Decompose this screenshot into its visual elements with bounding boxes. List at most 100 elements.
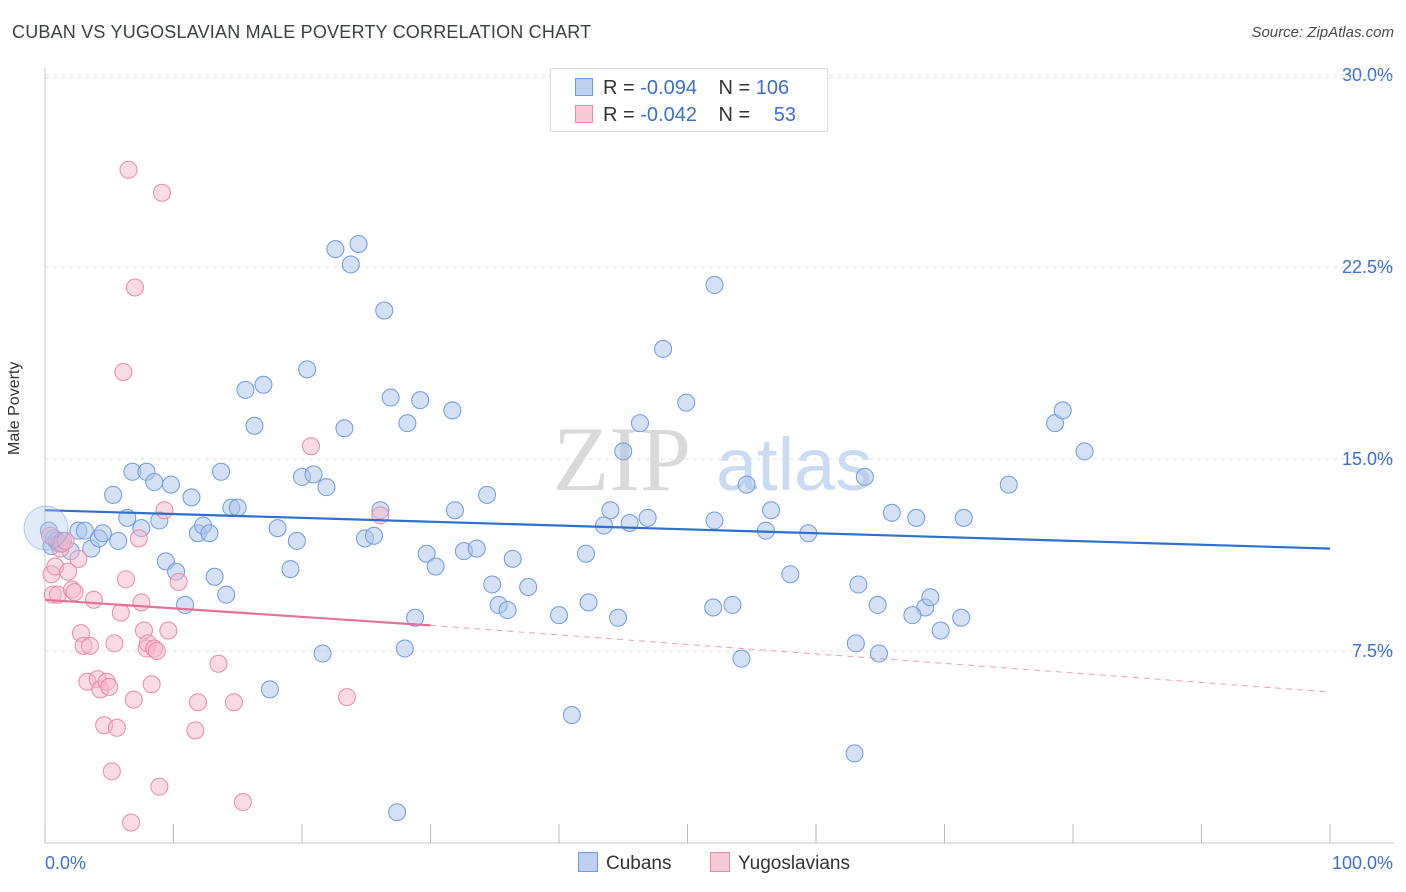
cubans-point xyxy=(326,240,345,259)
cubans-point xyxy=(614,442,633,461)
cubans-point xyxy=(952,608,971,627)
cubans-point xyxy=(931,621,950,640)
cubans-point xyxy=(630,414,649,433)
yugoslavians-point xyxy=(65,583,84,602)
cubans-point xyxy=(723,595,742,614)
legend-n-value-cubans: 106 xyxy=(755,77,790,99)
cubans-point xyxy=(145,473,164,492)
yugoslavians-point xyxy=(155,501,174,520)
cubans-point xyxy=(268,519,287,538)
yugoslavians-point xyxy=(152,183,171,202)
bottom-legend-label-cubans: Cubans xyxy=(606,853,672,874)
cubans-point xyxy=(109,531,128,550)
yugoslavians-point xyxy=(159,621,178,640)
x-tick-label-min: 0.0% xyxy=(45,853,86,873)
y-tick-label: 15.0% xyxy=(1342,449,1393,469)
cubans-point xyxy=(236,380,255,399)
cubans-point xyxy=(200,524,219,543)
cubans-point xyxy=(381,388,400,407)
x-tick-label-max: 100.0% xyxy=(1332,853,1393,873)
y-tick-label: 7.5% xyxy=(1352,641,1393,661)
cubans-point xyxy=(245,416,264,435)
legend-r-value-cubans: -0.094 xyxy=(640,77,697,99)
bottom-legend-yugoslavians: Yugoslavians xyxy=(710,852,850,875)
yugoslavians-trend-extension xyxy=(430,624,1331,693)
yugoslavians-point xyxy=(114,362,133,381)
cubans-point xyxy=(478,485,497,504)
yugoslavians-point xyxy=(116,570,135,589)
cubans-point xyxy=(999,475,1018,494)
cubans-point xyxy=(705,275,724,294)
yugoslavians-point xyxy=(59,562,78,581)
cubans-point xyxy=(426,557,445,576)
cubans-point xyxy=(298,360,317,379)
cubans-point xyxy=(732,649,751,668)
yugoslavians-point xyxy=(129,529,148,548)
legend-row-cubans: R = -0.094 N = 106 xyxy=(575,77,789,100)
cubans-point xyxy=(341,255,360,274)
yugoslavians-point xyxy=(125,278,144,297)
cubans-point xyxy=(846,634,865,653)
cubans-point xyxy=(579,593,598,612)
yugoslavians-point xyxy=(150,777,169,796)
cubans-point xyxy=(75,521,94,540)
cubans-point xyxy=(705,511,724,530)
cubans-point xyxy=(1053,401,1072,420)
legend-n-value-yugoslavians: 53 xyxy=(773,104,797,126)
chart-title: CUBAN VS YUGOSLAVIAN MALE POVERTY CORREL… xyxy=(12,22,592,42)
cubans-point xyxy=(411,391,430,410)
watermark-atlas: atlas xyxy=(716,423,872,506)
yugoslavians-point xyxy=(233,793,252,812)
yugoslavians-point xyxy=(337,688,356,707)
cubans-point xyxy=(281,560,300,579)
yugoslavians-point xyxy=(56,531,75,550)
yugoslavians-point xyxy=(122,813,141,832)
cubans-point xyxy=(313,644,332,663)
yugoslavians-point xyxy=(111,603,130,622)
legend-r-label: R = xyxy=(603,77,635,99)
legend-row-yugoslavians: R = -0.042 N = 53 xyxy=(575,104,796,127)
cubans-point xyxy=(182,488,201,507)
bottom-legend-label-yugoslavians: Yugoslavians xyxy=(738,853,850,874)
cubans-point xyxy=(868,595,887,614)
cubans-point xyxy=(287,531,306,550)
cubans-point xyxy=(954,508,973,527)
cubans-point xyxy=(260,680,279,699)
cubans-point xyxy=(576,544,595,563)
legend-swatch-cubans xyxy=(575,78,593,96)
cubans-point xyxy=(483,575,502,594)
yugoslavians-point xyxy=(169,572,188,591)
yugoslavians-point xyxy=(107,718,126,737)
yugoslavians-point xyxy=(69,549,88,568)
cubans-point xyxy=(704,598,723,617)
cubans-point xyxy=(855,467,874,486)
cubans-point xyxy=(205,567,224,586)
cubans-point xyxy=(1075,442,1094,461)
yugoslavians-point xyxy=(124,690,143,709)
cubans-point xyxy=(519,578,538,596)
cubans-point xyxy=(388,803,407,822)
cubans-point xyxy=(445,501,464,520)
cubans-point xyxy=(161,475,180,494)
cubans-point xyxy=(104,485,123,504)
cubans-point xyxy=(882,503,901,522)
cubans-point xyxy=(654,339,673,358)
y-tick-label: 22.5% xyxy=(1342,257,1393,277)
cubans-point xyxy=(317,478,336,497)
cubans-point xyxy=(406,608,425,627)
cubans-point xyxy=(562,706,581,724)
cubans-point xyxy=(594,516,613,535)
cubans-point xyxy=(921,588,940,607)
cubans-point xyxy=(601,501,620,520)
cubans-point xyxy=(212,462,231,481)
cubans-point xyxy=(176,595,195,614)
cubans-point xyxy=(849,575,868,594)
legend-n-label: N = xyxy=(718,77,751,99)
cubans-point xyxy=(349,234,368,253)
y-tick-label: 30.0% xyxy=(1342,65,1393,85)
yugoslavians-point xyxy=(119,160,138,179)
cubans-point xyxy=(443,401,462,420)
yugoslavians-point xyxy=(147,642,166,660)
yugoslavians-point xyxy=(142,675,161,694)
yugoslavians-point xyxy=(301,437,320,456)
